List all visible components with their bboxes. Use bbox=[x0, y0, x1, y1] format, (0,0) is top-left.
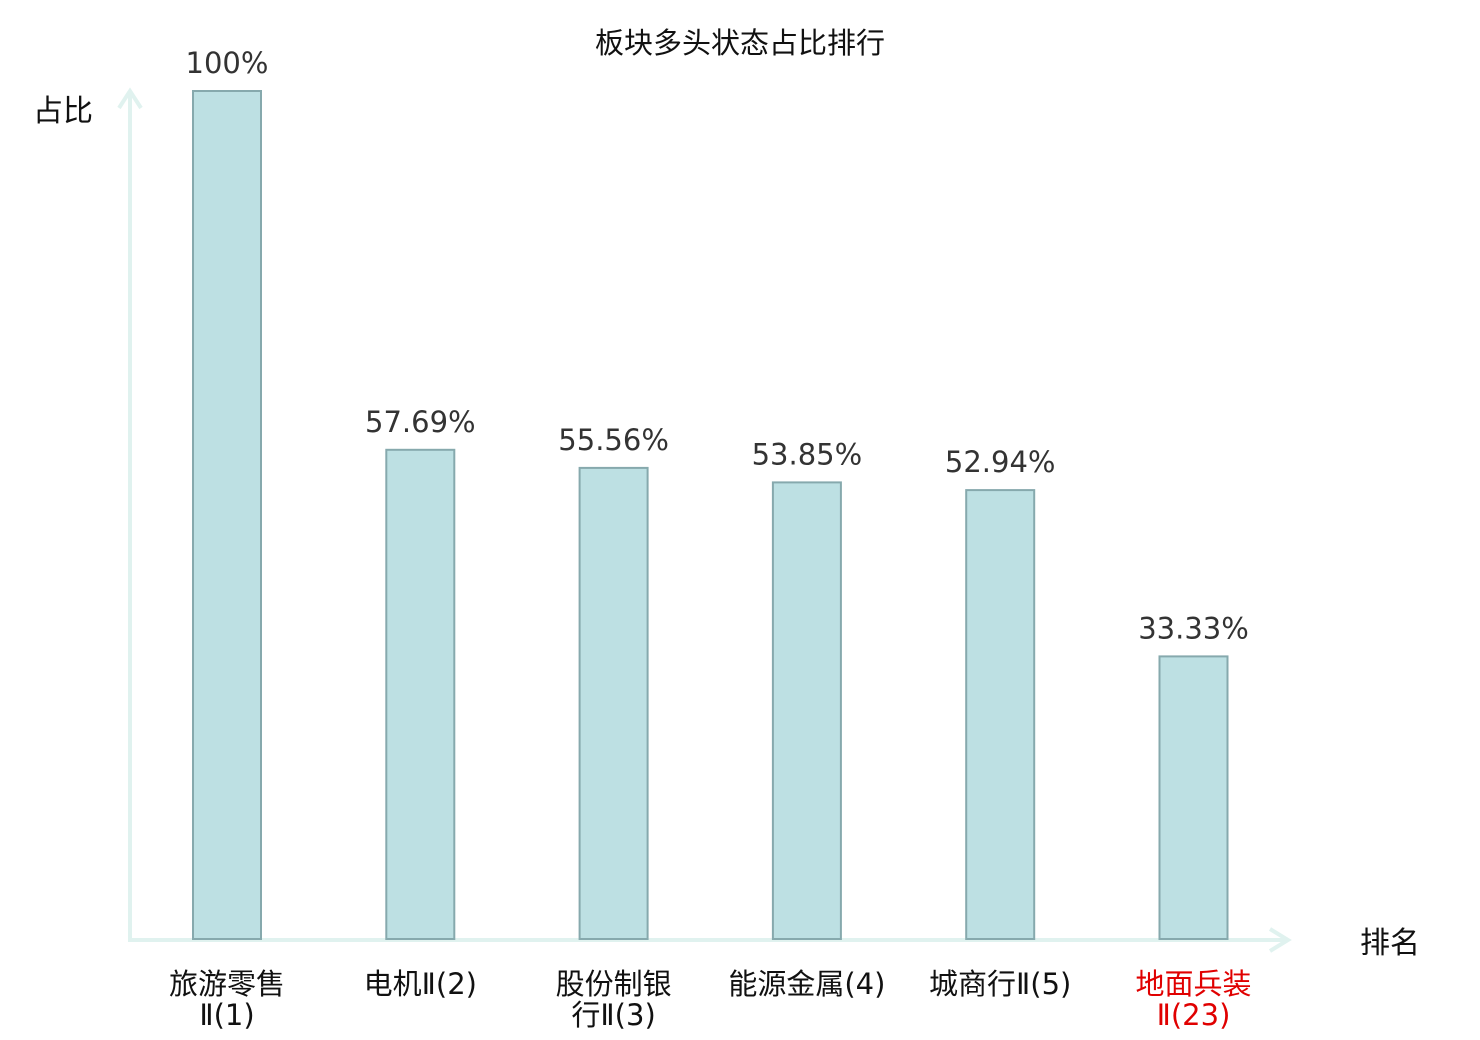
x-tick-label: 城商行Ⅱ(5) bbox=[929, 967, 1071, 1001]
bar bbox=[1158, 655, 1229, 941]
x-tick-label: 能源金属(4) bbox=[728, 967, 885, 1001]
x-axis-arrow bbox=[1268, 927, 1292, 953]
axes bbox=[117, 87, 1292, 953]
x-tick-label: 旅游零售 Ⅱ(1) bbox=[169, 967, 285, 1032]
x-tick-label: 电机Ⅱ(2) bbox=[364, 967, 477, 1001]
data-label: 55.56% bbox=[558, 423, 669, 457]
x-tick-label-highlight: 地面兵装 Ⅱ(23) bbox=[1135, 967, 1251, 1032]
y-axis-arrow bbox=[117, 87, 143, 110]
x-tick-label: 股份制银行Ⅱ(3) bbox=[556, 967, 672, 1032]
bar bbox=[192, 90, 262, 940]
bar bbox=[385, 448, 456, 940]
bar bbox=[965, 489, 1036, 940]
bar bbox=[578, 466, 649, 940]
chart-title: 板块多头状态占比排行 bbox=[595, 26, 885, 60]
data-labels: 100% 57.69% 55.56% 53.85% 52.94% 33.33% bbox=[186, 46, 1249, 645]
y-axis-label: 占比 bbox=[33, 94, 93, 129]
data-label: 100% bbox=[186, 46, 269, 80]
data-label: 57.69% bbox=[365, 405, 476, 439]
bar bbox=[771, 481, 842, 940]
bars bbox=[192, 90, 1229, 941]
x-tick-labels: 旅游零售 Ⅱ(1) 电机Ⅱ(2) 股份制银行Ⅱ(3) 能源金属(4) 城商行Ⅱ(5) 地面兵… bbox=[169, 967, 1252, 1032]
data-label: 53.85% bbox=[752, 437, 863, 471]
x-axis-label: 排名 bbox=[1360, 926, 1420, 961]
data-label: 52.94% bbox=[945, 445, 1056, 479]
data-label: 33.33% bbox=[1138, 611, 1249, 645]
